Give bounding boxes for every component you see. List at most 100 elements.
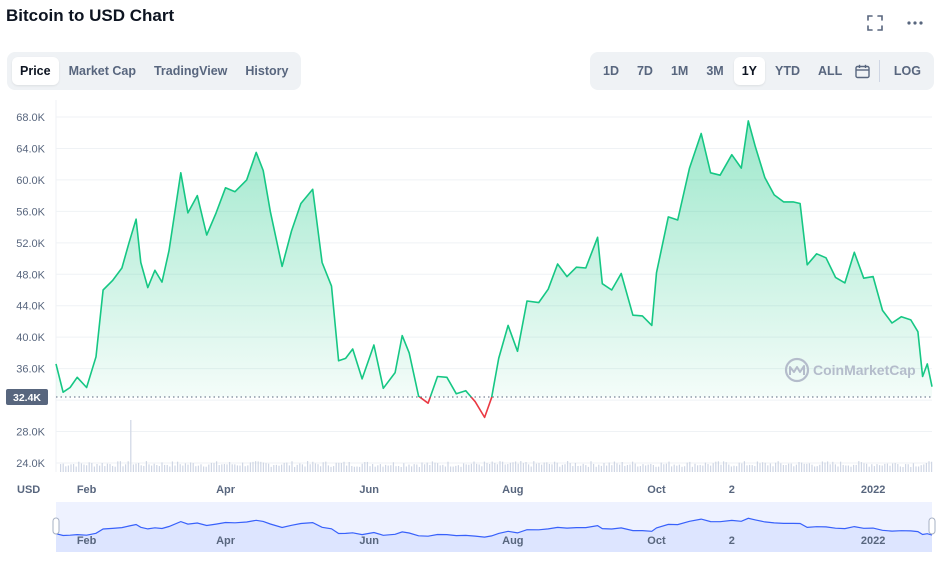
volume-bar bbox=[426, 462, 428, 472]
volume-bar bbox=[816, 466, 818, 472]
expand-icon[interactable] bbox=[864, 12, 886, 34]
calendar-icon[interactable] bbox=[852, 57, 873, 85]
volume-bar bbox=[658, 466, 660, 472]
volume-bar bbox=[320, 466, 322, 472]
volume-bar bbox=[902, 466, 904, 472]
watermark: CoinMarketCap bbox=[784, 357, 916, 383]
volume-bar bbox=[889, 465, 891, 472]
volume-bar bbox=[156, 465, 158, 472]
volume-bar bbox=[866, 463, 868, 472]
volume-bar bbox=[881, 465, 883, 472]
volume-bar bbox=[257, 461, 259, 472]
range-7d[interactable]: 7D bbox=[636, 64, 653, 78]
volume-bar bbox=[806, 463, 808, 472]
volume-bar bbox=[444, 466, 446, 472]
volume-bar bbox=[291, 461, 293, 472]
volume-bar bbox=[140, 465, 142, 472]
volume-bar bbox=[187, 464, 189, 472]
volume-bar bbox=[400, 466, 402, 472]
volume-bar bbox=[515, 461, 517, 472]
volume-bar bbox=[728, 464, 730, 472]
volume-bar bbox=[541, 464, 543, 472]
range-1y[interactable]: 1Y bbox=[733, 57, 766, 85]
volume-bar bbox=[595, 466, 597, 472]
volume-bar bbox=[294, 466, 296, 472]
navigator-left-handle[interactable] bbox=[52, 517, 60, 535]
volume-bar bbox=[273, 465, 275, 472]
y-tick-label: 48.0K bbox=[16, 269, 45, 281]
tab-market-cap[interactable]: Market Cap bbox=[68, 64, 136, 78]
volume-bar bbox=[585, 465, 587, 472]
volume-bar bbox=[819, 464, 821, 472]
volume-bar bbox=[382, 466, 384, 472]
y-tick-label: 36.0K bbox=[16, 364, 45, 376]
volume-bar bbox=[411, 466, 413, 472]
log-scale-toggle[interactable]: LOG bbox=[893, 64, 921, 78]
volume-bar bbox=[304, 466, 306, 472]
volume-bar bbox=[130, 420, 132, 472]
volume-bar bbox=[489, 464, 491, 472]
volume-bar bbox=[749, 464, 751, 472]
volume-bar bbox=[834, 464, 836, 472]
volume-bar bbox=[392, 462, 394, 472]
tab-history[interactable]: History bbox=[245, 64, 289, 78]
more-horizontal-icon[interactable] bbox=[904, 12, 926, 34]
volume-bar bbox=[590, 461, 592, 472]
price-chart[interactable]: 68.0K 64.0K 60.0K 56.0K 52.0K 48.0K 44.0K 40.0K… bbox=[0, 100, 941, 560]
volume-bar bbox=[132, 464, 134, 472]
volume-bar bbox=[356, 466, 358, 472]
navigator[interactable]: Feb Apr Jun Aug Oct 2 2022 bbox=[52, 502, 936, 552]
range-1d[interactable]: 1D bbox=[603, 64, 619, 78]
volume-bar bbox=[879, 465, 881, 472]
volume-bar bbox=[785, 464, 787, 472]
volume-bar bbox=[801, 462, 803, 472]
range-all[interactable]: ALL bbox=[818, 64, 843, 78]
volume-bar bbox=[221, 464, 223, 472]
volume-bar bbox=[676, 465, 678, 472]
navigator-right-handle[interactable] bbox=[928, 517, 936, 535]
volume-bar bbox=[195, 466, 197, 472]
volume-bar bbox=[496, 464, 498, 472]
x-tick-label: Oct bbox=[647, 484, 666, 496]
volume-bar bbox=[535, 463, 537, 472]
volume-bar bbox=[403, 463, 405, 472]
volume-bar bbox=[853, 464, 855, 472]
volume-bar bbox=[876, 464, 878, 472]
volume-bar bbox=[216, 461, 218, 472]
volume-bar bbox=[598, 464, 600, 472]
volume-bar bbox=[177, 461, 179, 472]
volume-bar bbox=[330, 466, 332, 472]
volume-bar bbox=[699, 464, 701, 472]
tab-tradingview[interactable]: TradingView bbox=[153, 64, 228, 78]
current-price-label: 32.4K bbox=[13, 392, 41, 404]
price-line-down bbox=[418, 396, 493, 419]
y-tick-label: 60.0K bbox=[16, 175, 45, 187]
volume-bar bbox=[847, 465, 849, 472]
range-ytd[interactable]: YTD bbox=[775, 64, 801, 78]
volume-bar bbox=[473, 461, 475, 472]
currency-label: USD bbox=[17, 484, 40, 496]
volume-bar bbox=[242, 462, 244, 472]
volume-bar bbox=[850, 466, 852, 472]
volume-bar bbox=[723, 461, 725, 472]
volume-bar bbox=[546, 462, 548, 472]
volume-bar bbox=[249, 462, 251, 472]
volume-bar bbox=[265, 463, 267, 472]
volume-bar bbox=[639, 466, 641, 472]
volume-bar bbox=[117, 461, 119, 472]
tab-price[interactable]: Price bbox=[12, 57, 59, 85]
page-title: Bitcoin to USD Chart bbox=[6, 6, 175, 25]
y-tick-label: 40.0K bbox=[16, 332, 45, 344]
price-area-fill bbox=[56, 120, 932, 397]
volume-bar bbox=[164, 464, 166, 472]
volume-bar bbox=[239, 465, 241, 472]
volume-bar bbox=[317, 464, 319, 472]
range-1m[interactable]: 1M bbox=[670, 64, 689, 78]
volume-bar bbox=[377, 465, 379, 472]
range-3m[interactable]: 3M bbox=[706, 64, 724, 78]
x-tick-label: 2022 bbox=[861, 484, 885, 496]
volume-bar bbox=[530, 466, 532, 472]
volume-bar bbox=[907, 464, 909, 472]
volume-bar bbox=[837, 466, 839, 472]
volume-bar bbox=[442, 464, 444, 472]
